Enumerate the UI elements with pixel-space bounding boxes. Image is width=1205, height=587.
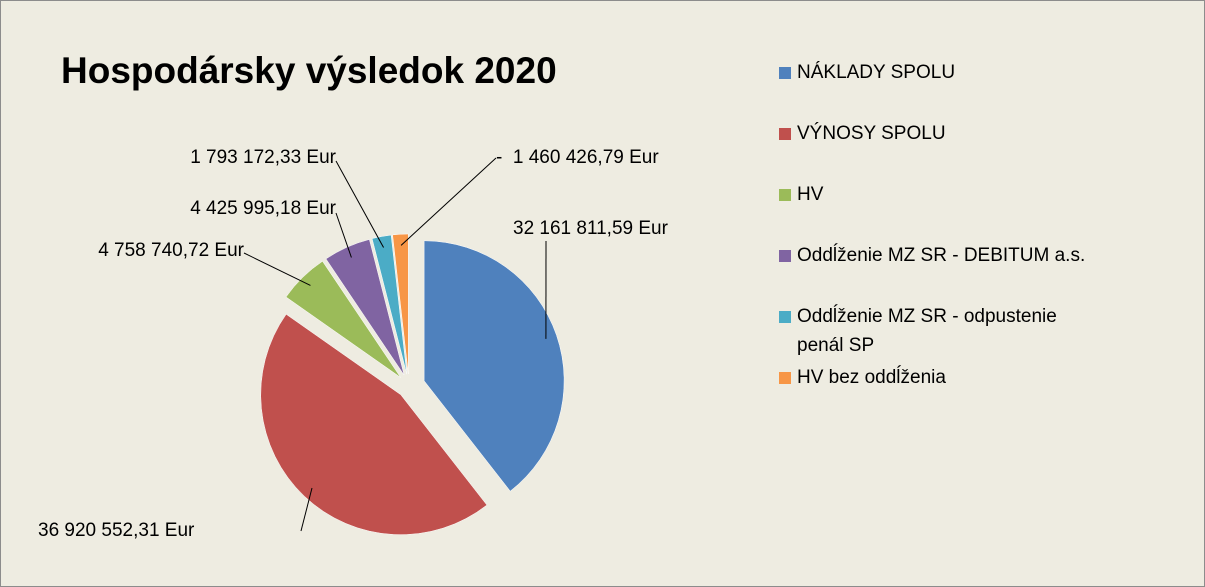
leader-line [243,252,311,286]
pie-slice [371,234,408,375]
pie-slice [285,260,401,378]
chart-title: Hospodársky výsledok 2020 [61,50,557,91]
legend-entry: HV bez oddĺženia [779,363,1097,392]
pie-slice [423,240,565,492]
data-label: 1 793 172,33 Eur [190,147,336,168]
data-label: - 1 460 426,79 Eur [496,147,659,168]
legend-label: VÝNOSY SPOLU [797,123,946,144]
legend-swatch [779,250,791,262]
data-label: 4 758 740,72 Eur [98,240,244,261]
legend-label: HV bez oddĺženia [797,367,946,388]
legend-swatch [779,372,791,384]
legend-entry: Oddĺženie MZ SR - DEBITUM a.s. [779,241,1097,270]
legend-label: Oddĺženie MZ SR - DEBITUM a.s. [797,245,1086,266]
leader-line [400,157,497,246]
leader-line [335,212,352,258]
pie-slice [392,233,409,375]
legend-label: Oddĺženie MZ SR - odpustenie penál SP [797,306,1057,356]
legend-label: NÁKLADY SPOLU [797,62,956,83]
legend-swatch [779,189,791,201]
legend-swatch [779,128,791,140]
data-label: 32 161 811,59 Eur [513,218,669,239]
data-label: 4 425 995,18 Eur [190,198,336,219]
legend-entry: NÁKLADY SPOLU [779,58,1097,87]
data-label: 36 920 552,31 Eur [38,520,195,541]
legend-swatch [779,311,791,323]
pie-slice [260,313,488,535]
legend-entry: VÝNOSY SPOLU [779,119,1097,148]
pie-slice [325,239,405,376]
legend-entry: HV [779,180,1097,209]
leader-line [335,160,385,248]
legend-entry: Oddĺženie MZ SR - odpustenie penál SP [779,302,1097,360]
leader-line [300,487,313,532]
legend-swatch [779,67,791,79]
legend-label: HV [797,184,824,205]
